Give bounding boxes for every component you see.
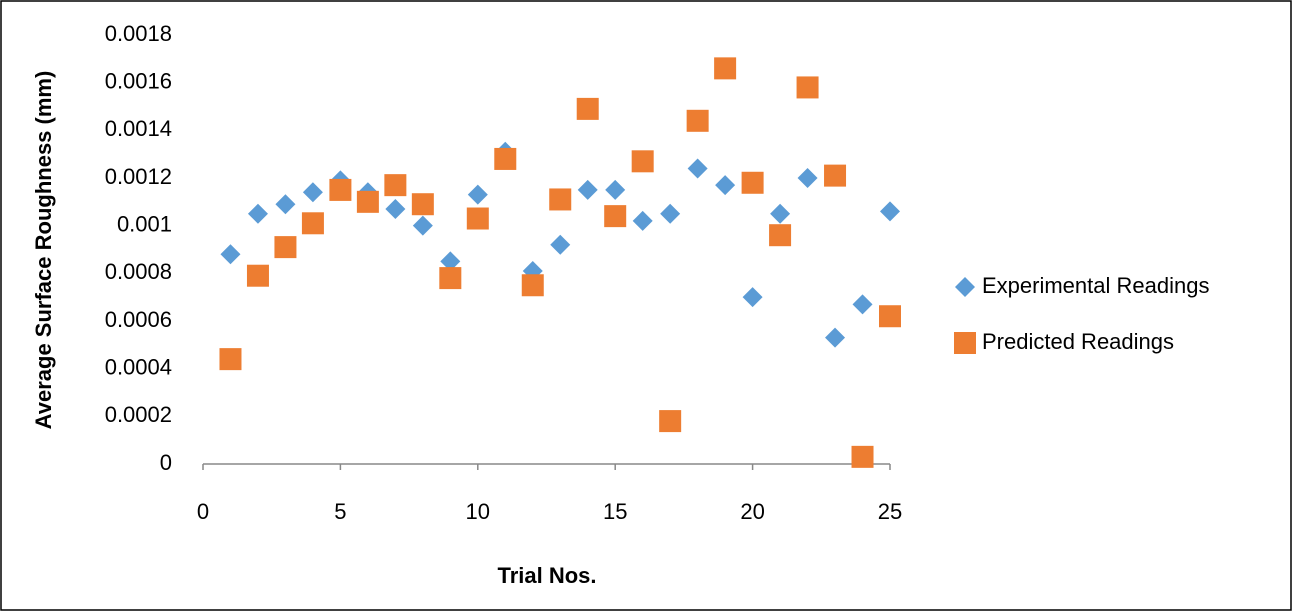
- y-tick-label: 0.0012: [105, 164, 172, 189]
- y-axis-label: Average Surface Roughness (mm): [31, 71, 56, 430]
- point: [604, 205, 627, 228]
- legend-marker: [954, 332, 976, 354]
- y-tick-label: 0.0004: [105, 354, 172, 379]
- point: [274, 236, 297, 259]
- x-tick-label: 25: [878, 499, 902, 524]
- point: [246, 264, 269, 287]
- x-tick-label: 20: [740, 499, 764, 524]
- point: [715, 175, 736, 196]
- point: [769, 224, 792, 247]
- legend-label: Experimental Readings: [982, 273, 1209, 298]
- point: [741, 171, 764, 194]
- y-tick-label: 0.0014: [105, 116, 172, 141]
- point: [742, 287, 763, 308]
- point: [550, 234, 571, 255]
- point: [439, 267, 462, 290]
- x-tick-label: 10: [466, 499, 490, 524]
- y-tick-label: 0: [160, 450, 172, 475]
- point: [412, 215, 433, 236]
- legend-marker: [955, 277, 975, 297]
- point: [220, 244, 241, 265]
- point: [687, 158, 708, 179]
- point: [631, 150, 654, 173]
- point: [824, 164, 847, 187]
- point: [796, 76, 819, 99]
- point: [825, 327, 846, 348]
- point: [577, 179, 598, 200]
- point: [852, 294, 873, 315]
- point: [494, 147, 517, 170]
- point: [384, 174, 407, 197]
- point: [686, 109, 709, 132]
- y-tick-label: 0.0008: [105, 259, 172, 284]
- x-tick-label: 15: [603, 499, 627, 524]
- point: [275, 194, 296, 215]
- point: [605, 179, 626, 200]
- x-tick-label: 5: [334, 499, 346, 524]
- point: [659, 410, 682, 433]
- point: [356, 190, 379, 213]
- point: [329, 178, 352, 201]
- point: [385, 198, 406, 219]
- point: [467, 184, 488, 205]
- point: [880, 201, 900, 222]
- point: [576, 97, 599, 120]
- y-tick-label: 0.0016: [105, 68, 172, 93]
- point: [301, 212, 324, 235]
- point: [302, 182, 323, 203]
- legend-label: Predicted Readings: [982, 329, 1174, 354]
- point: [440, 251, 461, 272]
- y-tick-label: 0.0018: [105, 21, 172, 46]
- point: [247, 203, 268, 224]
- point: [851, 445, 874, 468]
- point: [770, 203, 791, 224]
- x-tick-label: 0: [197, 499, 209, 524]
- x-axis-label: Trial Nos.: [497, 563, 596, 588]
- point: [797, 168, 818, 188]
- point: [411, 193, 434, 216]
- point: [879, 305, 901, 328]
- point: [549, 188, 572, 211]
- y-tick-label: 0.0002: [105, 402, 172, 427]
- y-tick-label: 0.001: [117, 211, 172, 236]
- point: [632, 210, 653, 231]
- point: [660, 203, 681, 224]
- point: [219, 348, 242, 371]
- y-tick-label: 0.0006: [105, 307, 172, 332]
- point: [714, 57, 737, 80]
- point: [466, 207, 489, 230]
- point: [521, 274, 544, 297]
